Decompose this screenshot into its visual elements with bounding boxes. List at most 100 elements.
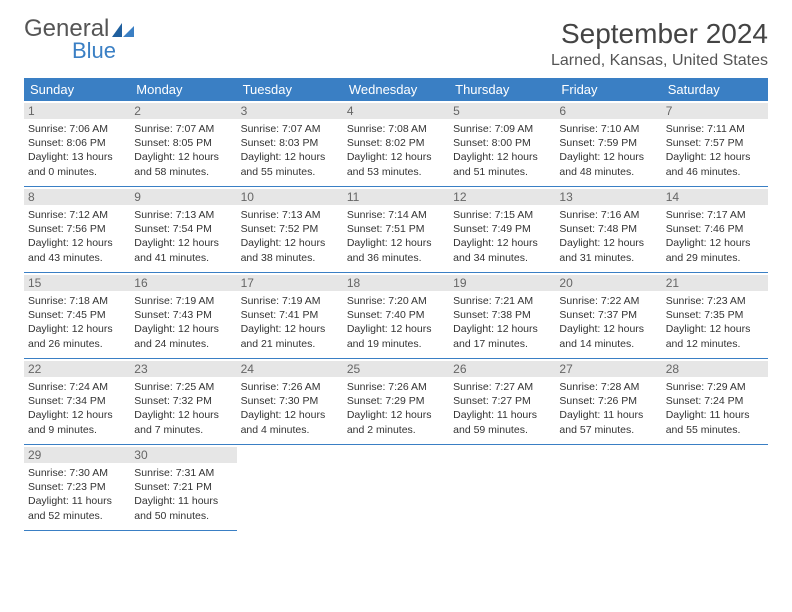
sun-info: Sunrise: 7:06 AMSunset: 8:06 PMDaylight:…	[28, 122, 126, 179]
sun-info: Sunrise: 7:08 AMSunset: 8:02 PMDaylight:…	[347, 122, 445, 179]
day-number: 19	[449, 275, 555, 291]
sun-info: Sunrise: 7:25 AMSunset: 7:32 PMDaylight:…	[134, 380, 232, 437]
sun-info: Sunrise: 7:07 AMSunset: 8:03 PMDaylight:…	[241, 122, 339, 179]
day-number: 11	[343, 189, 449, 205]
calendar-grid: SundayMondayTuesdayWednesdayThursdayFrid…	[24, 78, 768, 531]
day-cell: 13 Sunrise: 7:16 AMSunset: 7:48 PMDayligh…	[555, 187, 661, 273]
day-cell: 15Sunrise: 7:18 AMSunset: 7:45 PMDayligh…	[24, 273, 130, 359]
sun-info: Sunrise: 7:24 AMSunset: 7:34 PMDaylight:…	[28, 380, 126, 437]
day-number: 29	[24, 447, 130, 463]
weekday-header: Saturday	[662, 78, 768, 101]
day-number: 3	[237, 103, 343, 119]
sun-info: Sunrise: 7:10 AMSunset: 7:59 PMDaylight:…	[559, 122, 657, 179]
day-number: 16	[130, 275, 236, 291]
day-cell: 22 Sunrise: 7:24 AMSunset: 7:34 PMDayligh…	[24, 359, 130, 445]
sun-info: Sunrise: 7:31 AMSunset: 7:21 PMDaylight:…	[134, 466, 232, 523]
day-number: 2	[130, 103, 236, 119]
empty-cell	[449, 445, 555, 531]
day-number: 8	[24, 189, 130, 205]
day-cell: 30Sunrise: 7:31 AMSunset: 7:21 PMDayligh…	[130, 445, 236, 531]
day-number: 22	[24, 361, 130, 377]
day-cell: 21Sunrise: 7:23 AMSunset: 7:35 PMDayligh…	[662, 273, 768, 359]
sun-info: Sunrise: 7:27 AMSunset: 7:27 PMDaylight:…	[453, 380, 551, 437]
day-cell: 14 Sunrise: 7:17 AMSunset: 7:46 PMDayligh…	[662, 187, 768, 273]
day-number: 21	[662, 275, 768, 291]
sun-info: Sunrise: 7:15 AMSunset: 7:49 PMDaylight:…	[453, 208, 551, 265]
sun-info: Sunrise: 7:28 AMSunset: 7:26 PMDaylight:…	[559, 380, 657, 437]
day-number: 13	[555, 189, 661, 205]
month-title: September 2024	[551, 18, 768, 50]
day-number: 12	[449, 189, 555, 205]
sun-info: Sunrise: 7:07 AMSunset: 8:05 PMDaylight:…	[134, 122, 232, 179]
day-cell: 1 Sunrise: 7:06 AMSunset: 8:06 PMDaylight…	[24, 101, 130, 187]
day-cell: 17Sunrise: 7:19 AMSunset: 7:41 PMDayligh…	[237, 273, 343, 359]
day-cell: 20 Sunrise: 7:22 AMSunset: 7:37 PMDayligh…	[555, 273, 661, 359]
day-number: 24	[237, 361, 343, 377]
day-cell: 26 Sunrise: 7:27 AMSunset: 7:27 PMDayligh…	[449, 359, 555, 445]
logo-sail-icon	[112, 23, 134, 37]
sun-info: Sunrise: 7:26 AMSunset: 7:30 PMDaylight:…	[241, 380, 339, 437]
day-cell: 8 Sunrise: 7:12 AMSunset: 7:56 PMDaylight…	[24, 187, 130, 273]
day-number: 20	[555, 275, 661, 291]
sun-info: Sunrise: 7:19 AMSunset: 7:41 PMDaylight:…	[241, 294, 339, 351]
empty-cell	[343, 445, 449, 531]
day-number: 14	[662, 189, 768, 205]
weekday-header: Monday	[130, 78, 236, 101]
sun-info: Sunrise: 7:26 AMSunset: 7:29 PMDaylight:…	[347, 380, 445, 437]
day-cell: 7 Sunrise: 7:11 AMSunset: 7:57 PMDaylight…	[662, 101, 768, 187]
logo-text-blue: Blue	[72, 41, 134, 62]
day-number: 7	[662, 103, 768, 119]
day-cell: 12 Sunrise: 7:15 AMSunset: 7:49 PMDayligh…	[449, 187, 555, 273]
day-cell: 3 Sunrise: 7:07 AMSunset: 8:03 PMDaylight…	[237, 101, 343, 187]
day-number: 5	[449, 103, 555, 119]
day-number: 9	[130, 189, 236, 205]
day-cell: 23Sunrise: 7:25 AMSunset: 7:32 PMDayligh…	[130, 359, 236, 445]
empty-cell	[555, 445, 661, 531]
day-cell: 11 Sunrise: 7:14 AMSunset: 7:51 PMDayligh…	[343, 187, 449, 273]
location-text: Larned, Kansas, United States	[551, 52, 768, 70]
day-number: 1	[24, 103, 130, 119]
sun-info: Sunrise: 7:13 AMSunset: 7:52 PMDaylight:…	[241, 208, 339, 265]
weekday-header: Thursday	[449, 78, 555, 101]
day-number: 25	[343, 361, 449, 377]
weekday-header: Friday	[555, 78, 661, 101]
day-number: 27	[555, 361, 661, 377]
sun-info: Sunrise: 7:11 AMSunset: 7:57 PMDaylight:…	[666, 122, 764, 179]
sun-info: Sunrise: 7:29 AMSunset: 7:24 PMDaylight:…	[666, 380, 764, 437]
day-cell: 10 Sunrise: 7:13 AMSunset: 7:52 PMDayligh…	[237, 187, 343, 273]
day-cell: 19 Sunrise: 7:21 AMSunset: 7:38 PMDayligh…	[449, 273, 555, 359]
day-cell: 5 Sunrise: 7:09 AMSunset: 8:00 PMDaylight…	[449, 101, 555, 187]
weekday-header: Wednesday	[343, 78, 449, 101]
day-number: 26	[449, 361, 555, 377]
sun-info: Sunrise: 7:17 AMSunset: 7:46 PMDaylight:…	[666, 208, 764, 265]
sun-info: Sunrise: 7:14 AMSunset: 7:51 PMDaylight:…	[347, 208, 445, 265]
empty-cell	[662, 445, 768, 531]
sun-info: Sunrise: 7:19 AMSunset: 7:43 PMDaylight:…	[134, 294, 232, 351]
brand-logo: GeneralBlue	[24, 18, 134, 62]
sun-info: Sunrise: 7:18 AMSunset: 7:45 PMDaylight:…	[28, 294, 126, 351]
day-cell: 24 Sunrise: 7:26 AMSunset: 7:30 PMDayligh…	[237, 359, 343, 445]
day-cell: 27 Sunrise: 7:28 AMSunset: 7:26 PMDayligh…	[555, 359, 661, 445]
day-number: 28	[662, 361, 768, 377]
day-number: 18	[343, 275, 449, 291]
day-cell: 29 Sunrise: 7:30 AMSunset: 7:23 PMDayligh…	[24, 445, 130, 531]
day-number: 4	[343, 103, 449, 119]
sun-info: Sunrise: 7:20 AMSunset: 7:40 PMDaylight:…	[347, 294, 445, 351]
day-cell: 25 Sunrise: 7:26 AMSunset: 7:29 PMDayligh…	[343, 359, 449, 445]
day-cell: 28 Sunrise: 7:29 AMSunset: 7:24 PMDayligh…	[662, 359, 768, 445]
title-block: September 2024 Larned, Kansas, United St…	[551, 18, 768, 70]
day-number: 10	[237, 189, 343, 205]
day-cell: 4 Sunrise: 7:08 AMSunset: 8:02 PMDaylight…	[343, 101, 449, 187]
day-cell: 2 Sunrise: 7:07 AMSunset: 8:05 PMDaylight…	[130, 101, 236, 187]
sun-info: Sunrise: 7:22 AMSunset: 7:37 PMDaylight:…	[559, 294, 657, 351]
day-number: 6	[555, 103, 661, 119]
weekday-header: Tuesday	[237, 78, 343, 101]
sun-info: Sunrise: 7:09 AMSunset: 8:00 PMDaylight:…	[453, 122, 551, 179]
sun-info: Sunrise: 7:21 AMSunset: 7:38 PMDaylight:…	[453, 294, 551, 351]
sun-info: Sunrise: 7:12 AMSunset: 7:56 PMDaylight:…	[28, 208, 126, 265]
sun-info: Sunrise: 7:16 AMSunset: 7:48 PMDaylight:…	[559, 208, 657, 265]
day-cell: 18 Sunrise: 7:20 AMSunset: 7:40 PMDayligh…	[343, 273, 449, 359]
sun-info: Sunrise: 7:30 AMSunset: 7:23 PMDaylight:…	[28, 466, 126, 523]
day-cell: 6 Sunrise: 7:10 AMSunset: 7:59 PMDaylight…	[555, 101, 661, 187]
empty-cell	[237, 445, 343, 531]
